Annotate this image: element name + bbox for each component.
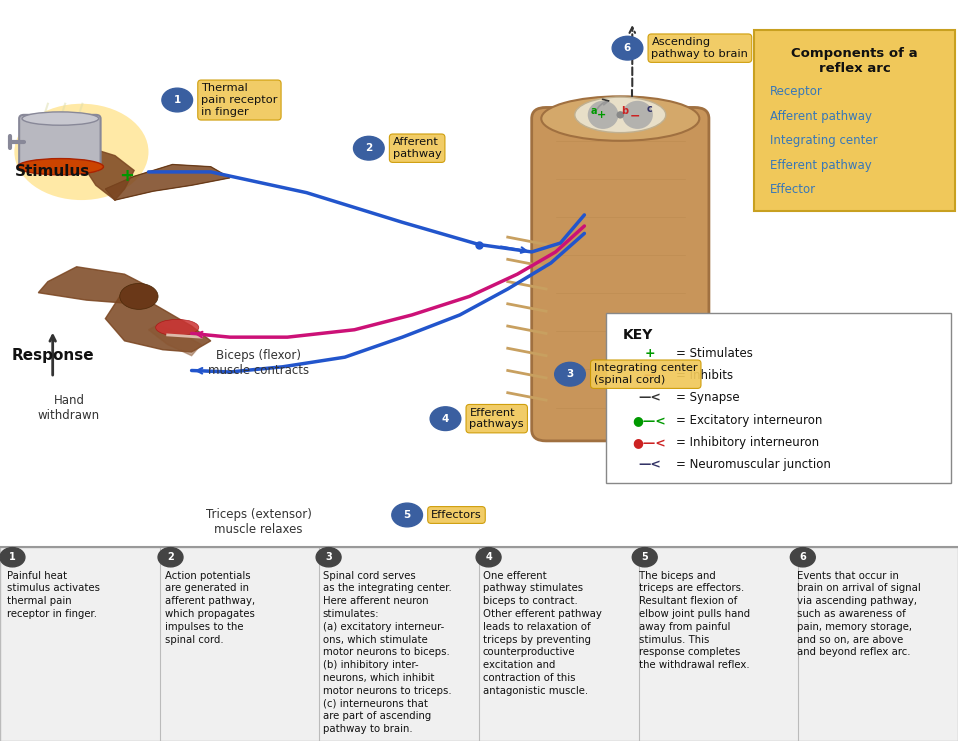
Text: Afferent
pathway: Afferent pathway <box>393 137 442 159</box>
Text: +: + <box>119 167 134 185</box>
Ellipse shape <box>623 101 652 129</box>
Text: 4: 4 <box>442 413 449 424</box>
Circle shape <box>632 548 657 567</box>
Text: Stimulus: Stimulus <box>15 165 90 179</box>
Text: Effector: Effector <box>770 183 816 196</box>
Text: 5: 5 <box>403 510 411 520</box>
Text: Ascending
pathway to brain: Ascending pathway to brain <box>651 37 748 59</box>
Polygon shape <box>105 289 211 352</box>
Text: 5: 5 <box>641 552 649 562</box>
Text: a: a <box>590 106 597 116</box>
Text: KEY: KEY <box>623 328 653 342</box>
Ellipse shape <box>120 284 158 310</box>
Ellipse shape <box>616 111 624 119</box>
Ellipse shape <box>587 101 618 129</box>
Text: = Neuromuscular junction: = Neuromuscular junction <box>676 458 832 471</box>
Ellipse shape <box>17 159 103 175</box>
Text: Thermal
pain receptor
in finger: Thermal pain receptor in finger <box>201 84 278 116</box>
FancyBboxPatch shape <box>532 107 709 441</box>
Text: Biceps (flexor)
muscle contracts: Biceps (flexor) muscle contracts <box>208 349 309 377</box>
Text: −: − <box>629 110 640 123</box>
Text: —<: —< <box>638 458 661 471</box>
FancyBboxPatch shape <box>606 313 951 483</box>
Text: Receptor: Receptor <box>770 85 823 99</box>
Text: 1: 1 <box>9 552 16 562</box>
Text: Triceps (extensor)
muscle relaxes: Triceps (extensor) muscle relaxes <box>206 508 311 536</box>
Text: = Synapse: = Synapse <box>676 391 740 405</box>
Text: c: c <box>646 104 652 114</box>
Text: 3: 3 <box>566 369 574 379</box>
Text: 2: 2 <box>365 143 373 153</box>
FancyBboxPatch shape <box>19 115 101 170</box>
Polygon shape <box>38 267 153 304</box>
Text: Afferent pathway: Afferent pathway <box>770 110 872 123</box>
Text: The biceps and
triceps are effectors.
Resultant flexion of
elbow joint pulls han: The biceps and triceps are effectors. Re… <box>639 571 750 670</box>
Text: —: — <box>644 369 655 382</box>
Circle shape <box>354 136 384 160</box>
Text: b: b <box>622 106 628 116</box>
Circle shape <box>430 407 461 431</box>
Circle shape <box>158 548 183 567</box>
Text: Components of a
reflex arc: Components of a reflex arc <box>791 47 918 75</box>
Polygon shape <box>105 165 230 200</box>
Circle shape <box>392 503 422 527</box>
Text: = Stimulates: = Stimulates <box>676 347 753 360</box>
Circle shape <box>555 362 585 386</box>
Text: Events that occur in
brain on arrival of signal
via ascending pathway,
such as a: Events that occur in brain on arrival of… <box>797 571 921 657</box>
Text: = Excitatory interneuron: = Excitatory interneuron <box>676 413 823 427</box>
Text: Response: Response <box>11 348 94 363</box>
Text: Efferent pathway: Efferent pathway <box>770 159 872 172</box>
Text: 3: 3 <box>325 552 332 562</box>
Text: —<: —< <box>638 391 661 405</box>
Circle shape <box>316 548 341 567</box>
Ellipse shape <box>14 104 148 200</box>
Text: Action potentials
are generated in
afferent pathway,
which propagates
impulses t: Action potentials are generated in affer… <box>165 571 255 645</box>
Circle shape <box>790 548 815 567</box>
Text: 1: 1 <box>173 95 181 105</box>
Polygon shape <box>81 150 134 200</box>
Ellipse shape <box>541 96 699 141</box>
Text: Spinal cord serves
as the integrating center.
Here afferent neuron
stimulates:
(: Spinal cord serves as the integrating ce… <box>323 571 451 734</box>
Circle shape <box>612 36 643 60</box>
Ellipse shape <box>575 97 666 133</box>
Text: Hand
withdrawn: Hand withdrawn <box>38 393 100 422</box>
Ellipse shape <box>155 319 198 336</box>
Text: 6: 6 <box>799 552 807 562</box>
FancyBboxPatch shape <box>0 547 958 741</box>
Text: = Inhibitory interneuron: = Inhibitory interneuron <box>676 436 819 449</box>
FancyBboxPatch shape <box>754 30 955 211</box>
Text: ●—<: ●—< <box>632 436 667 449</box>
Text: Painful heat
stimulus activates
thermal pain
receptor in finger.: Painful heat stimulus activates thermal … <box>7 571 100 619</box>
Ellipse shape <box>22 112 99 125</box>
Text: 6: 6 <box>624 43 631 53</box>
Text: = Inhibits: = Inhibits <box>676 369 734 382</box>
Circle shape <box>476 548 501 567</box>
Text: Effectors: Effectors <box>431 510 482 520</box>
Text: +: + <box>644 347 655 360</box>
Polygon shape <box>148 325 201 356</box>
Text: Integrating center
(spinal cord): Integrating center (spinal cord) <box>594 363 697 385</box>
Text: +: + <box>597 110 605 120</box>
Text: 2: 2 <box>167 552 174 562</box>
Text: Integrating center: Integrating center <box>770 134 878 147</box>
Text: 4: 4 <box>485 552 492 562</box>
Text: ●—<: ●—< <box>632 413 667 427</box>
Text: One efferent
pathway stimulates
biceps to contract.
Other efferent pathway
leads: One efferent pathway stimulates biceps t… <box>483 571 602 696</box>
Text: Efferent
pathways: Efferent pathways <box>469 408 524 430</box>
Circle shape <box>162 88 193 112</box>
Circle shape <box>0 548 25 567</box>
